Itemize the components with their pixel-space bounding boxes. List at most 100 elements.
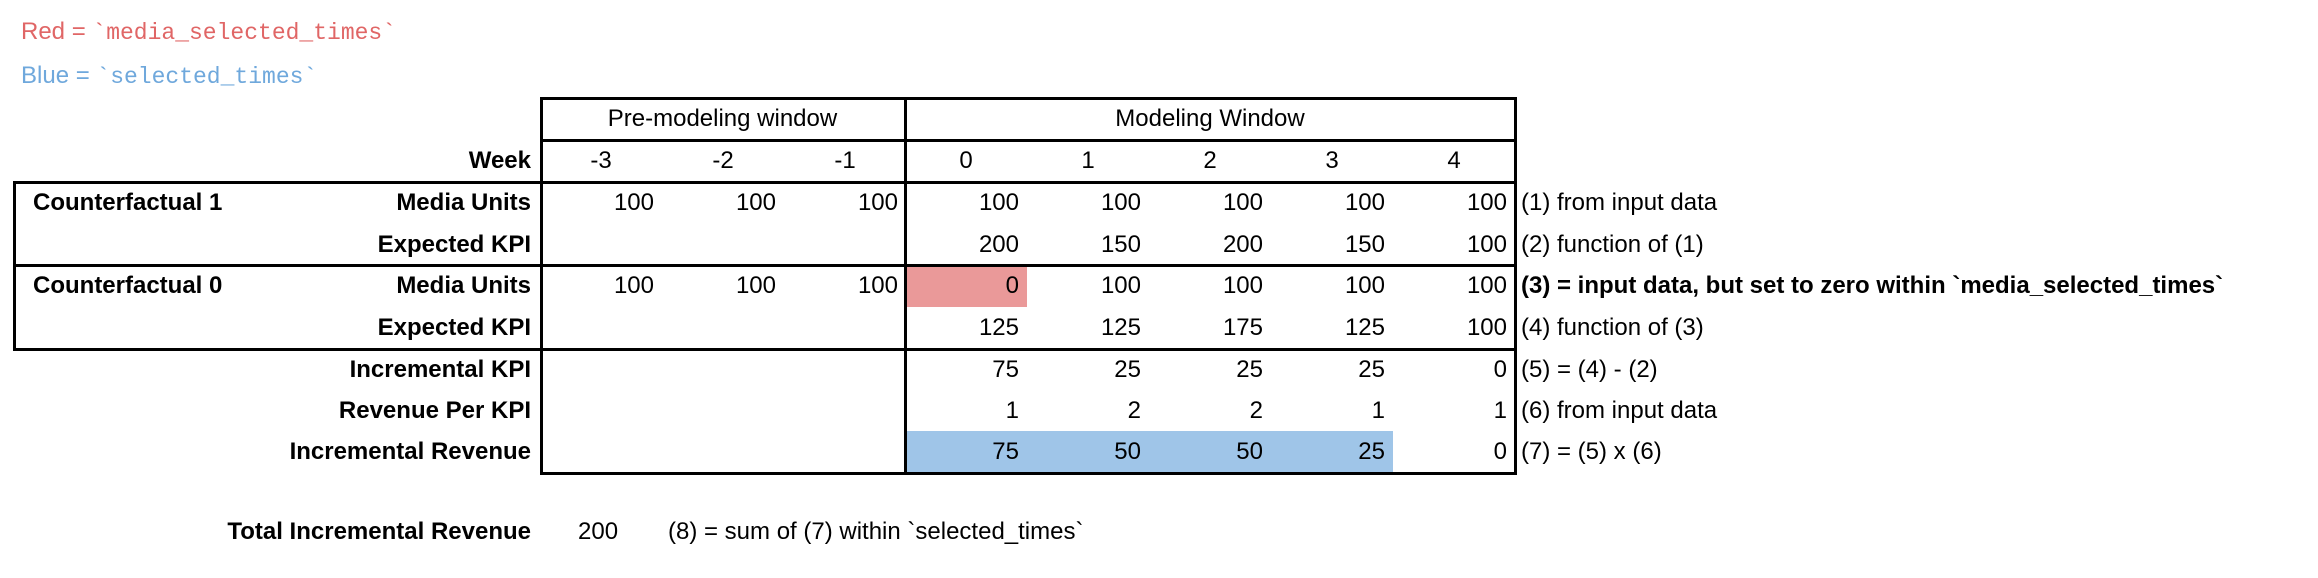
table-cell: 75	[992, 356, 1019, 383]
row-note: (7) = (5) x (6)	[1521, 438, 1662, 465]
table-bottom-border	[540, 472, 1517, 475]
table-cell	[540, 431, 662, 472]
pre-window-left-border	[540, 97, 543, 475]
row-group-label: Counterfactual 0	[33, 272, 223, 299]
legend-blue-code: `selected_times`	[96, 64, 318, 90]
table-cell: 25	[1114, 356, 1141, 383]
table-cell: 100	[1466, 314, 1507, 341]
table-cell: 75	[992, 438, 1019, 465]
row-group-label: Counterfactual 1	[33, 189, 223, 216]
table-cell: 25	[1236, 356, 1263, 383]
table-cell	[784, 431, 906, 472]
table-cell: 100	[1100, 189, 1141, 216]
row-note: (2) function of (1)	[1521, 231, 1704, 258]
row-label: Media Units	[396, 189, 531, 216]
counterfactual-divider	[13, 264, 1517, 267]
week-header: 3	[1325, 147, 1339, 174]
legend-blue: Blue = `selected_times`	[21, 62, 317, 90]
week-header: 0	[959, 147, 973, 174]
table-cell: 0	[1493, 356, 1507, 383]
header-top-border	[540, 97, 1517, 100]
row-label: Expected KPI	[377, 231, 531, 258]
legend-red: Red = `media_selected_times`	[21, 18, 396, 46]
table-cell: 100	[1466, 272, 1507, 299]
table-cell: 100	[1222, 272, 1263, 299]
row-label: Incremental Revenue	[289, 438, 531, 465]
table-cell: 100	[1222, 189, 1263, 216]
total-note: (8) = sum of (7) within `selected_times`	[668, 518, 1084, 545]
table-cell	[540, 224, 662, 265]
table-cell: 2	[1249, 397, 1263, 424]
week-header: 2	[1203, 147, 1217, 174]
table-cell: 175	[1222, 314, 1263, 341]
table-cell	[784, 307, 906, 348]
table-cell: 25	[1358, 438, 1385, 465]
week-header: -1	[834, 147, 856, 174]
legend-red-label: Red =	[21, 18, 93, 45]
legend-blue-label: Blue =	[21, 62, 97, 89]
table-cell: 100	[1466, 231, 1507, 258]
counterfactual-box-left	[13, 181, 16, 351]
table-cell: 0	[1493, 438, 1507, 465]
table-cell	[784, 224, 906, 265]
table-cell	[540, 349, 662, 390]
table-cell	[784, 390, 906, 431]
table-cell: 100	[1100, 272, 1141, 299]
table-cell: 100	[1344, 189, 1385, 216]
row-note: (1) from input data	[1521, 189, 1718, 216]
table-cell: 100	[978, 189, 1019, 216]
table-cell: 2	[1127, 397, 1141, 424]
row-label: Incremental KPI	[349, 356, 531, 383]
week-header: 1	[1081, 147, 1095, 174]
table-cell: 25	[1358, 356, 1385, 383]
table-cell	[662, 224, 784, 265]
total-value: 200	[578, 518, 619, 545]
table-cell	[662, 431, 784, 472]
table-cell: 125	[1100, 314, 1141, 341]
table-cell: 100	[735, 189, 776, 216]
table-cell: 200	[978, 231, 1019, 258]
table-cell: 150	[1100, 231, 1141, 258]
table-cell: 200	[1222, 231, 1263, 258]
header-divider	[540, 139, 1517, 142]
legend-red-code: `media_selected_times`	[92, 20, 397, 46]
row-note: (3) = input data, but set to zero within…	[1521, 272, 2224, 299]
table-cell: 1	[1493, 397, 1507, 424]
row-note: (5) = (4) - (2)	[1521, 356, 1658, 383]
row-label: Revenue Per KPI	[338, 397, 531, 424]
row-label: Media Units	[396, 272, 531, 299]
total-label: Total Incremental Revenue	[227, 518, 531, 545]
row-label: Expected KPI	[377, 314, 531, 341]
table-cell: 100	[1466, 189, 1507, 216]
table-cell: 100	[613, 272, 654, 299]
table-cell: 0	[1005, 272, 1019, 299]
highlight-cell-blue	[1271, 431, 1393, 473]
table-cell: 100	[613, 189, 654, 216]
counterfactual-box-top	[13, 181, 1517, 184]
highlight-cell-blue	[905, 431, 1027, 473]
table-cell: 1	[1371, 397, 1385, 424]
week-label: Week	[468, 147, 531, 174]
table-cell: 50	[1236, 438, 1263, 465]
highlight-cell-blue	[1149, 431, 1271, 473]
week-header: -2	[712, 147, 734, 174]
table-cell	[540, 390, 662, 431]
table-cell	[540, 307, 662, 348]
table-cell: 50	[1114, 438, 1141, 465]
table-cell	[662, 307, 784, 348]
row-note: (4) function of (3)	[1521, 314, 1704, 341]
table-cell	[784, 349, 906, 390]
table-cell	[662, 349, 784, 390]
table-cell: 100	[735, 272, 776, 299]
week-header: -3	[590, 147, 612, 174]
table-cell	[662, 390, 784, 431]
pre-modeling-window-header: Pre-modeling window	[607, 105, 838, 132]
table-right-border	[1514, 97, 1517, 475]
highlight-cell-blue	[1027, 431, 1149, 473]
table-cell: 100	[857, 272, 898, 299]
table-cell: 125	[978, 314, 1019, 341]
modeling-window-header: Modeling Window	[1115, 105, 1305, 132]
highlight-cell-red	[905, 265, 1027, 307]
week-header: 4	[1447, 147, 1461, 174]
table-cell: 150	[1344, 231, 1385, 258]
